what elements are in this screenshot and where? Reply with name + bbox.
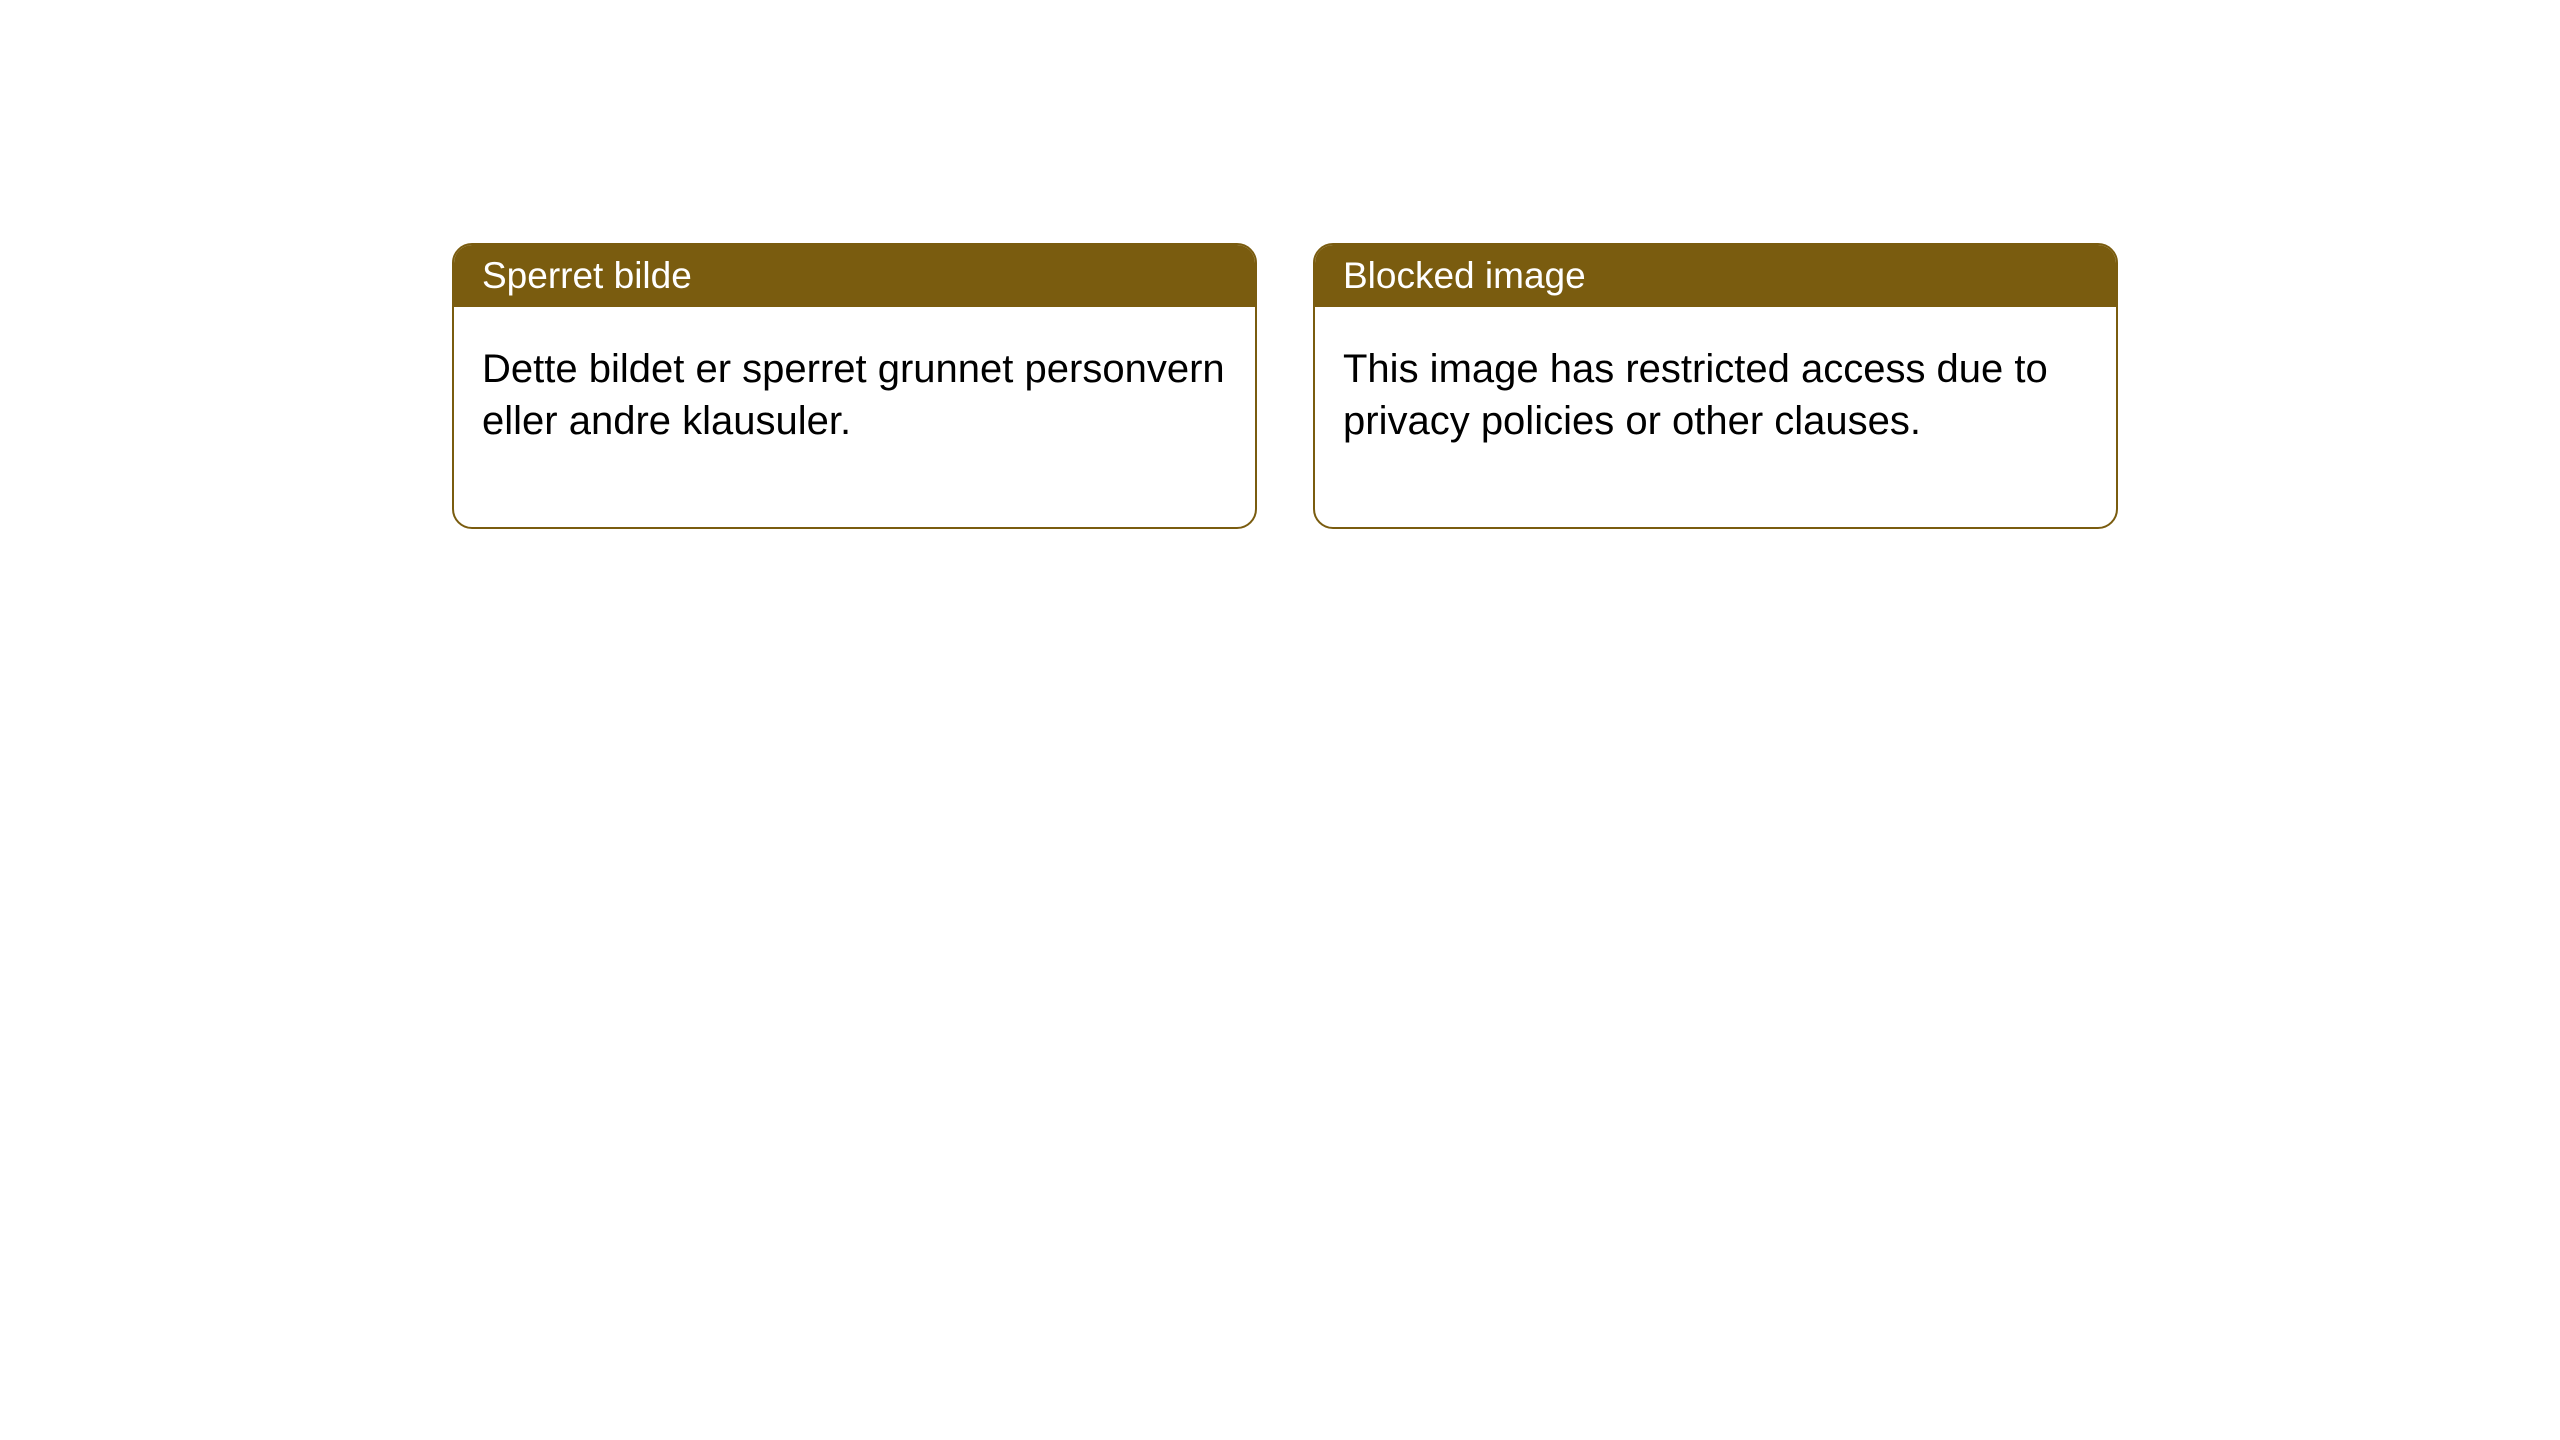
card-body-norwegian: Dette bildet er sperret grunnet personve… [454,307,1255,527]
card-text-english: This image has restricted access due to … [1343,347,2048,443]
card-body-english: This image has restricted access due to … [1315,307,2116,527]
card-text-norwegian: Dette bildet er sperret grunnet personve… [482,347,1225,443]
card-title-english: Blocked image [1343,255,1586,296]
cards-container: Sperret bilde Dette bildet er sperret gr… [0,0,2560,529]
card-title-norwegian: Sperret bilde [482,255,692,296]
card-header-english: Blocked image [1315,245,2116,307]
card-norwegian: Sperret bilde Dette bildet er sperret gr… [452,243,1257,529]
card-english: Blocked image This image has restricted … [1313,243,2118,529]
card-header-norwegian: Sperret bilde [454,245,1255,307]
